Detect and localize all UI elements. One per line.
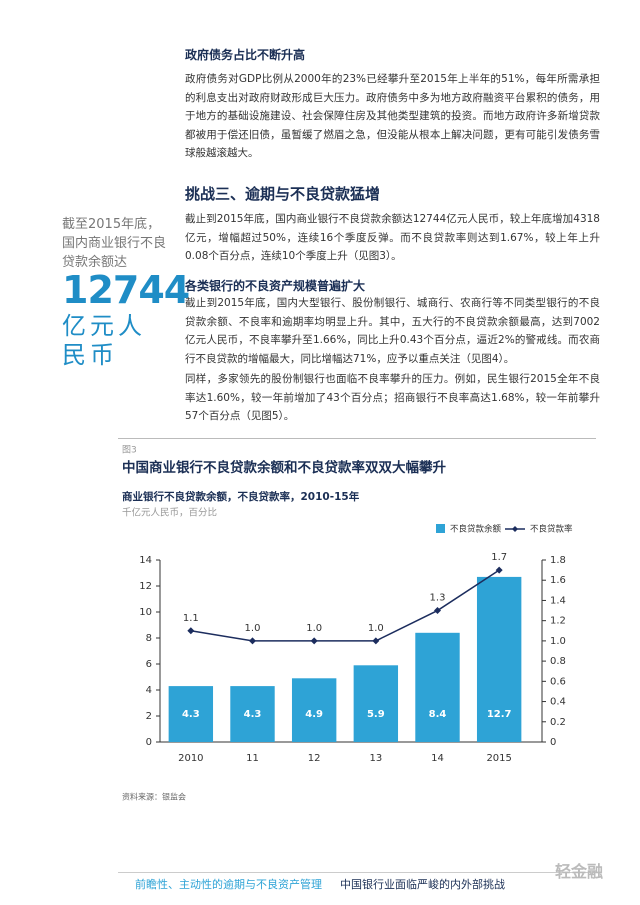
line-label: 1.7 bbox=[491, 552, 507, 563]
paragraph: 截止到2015年底，国内商业银行不良贷款余额达12744亿元人民币，较上年底增加… bbox=[185, 213, 600, 262]
line-marker bbox=[187, 627, 195, 635]
paragraph: 同样，多家领先的股份制银行也面临不良率攀升的压力。例如，民生银行2015全年不良… bbox=[185, 373, 600, 422]
line-marker bbox=[310, 637, 318, 645]
y-tick-label: 8 bbox=[146, 633, 152, 644]
line-marker bbox=[434, 607, 441, 615]
footer-right: 中国银行业面临严峻的内外部挑战 bbox=[340, 878, 505, 891]
sidebar-unit: 亿元人民币 bbox=[62, 312, 146, 369]
bar bbox=[476, 576, 522, 742]
bar-label: 8.4 bbox=[429, 709, 447, 720]
paragraph: 政府债务对GDP比例从2000年的23%已经攀升至2015年上半年的51%，每年… bbox=[185, 73, 600, 159]
source: 资料来源：银监会 bbox=[122, 792, 186, 802]
chart-title: 中国商业银行不良贷款余额和不良贷款率双双大幅攀升 bbox=[122, 459, 446, 476]
x-tick-label: 12 bbox=[308, 753, 321, 764]
line-marker bbox=[495, 566, 503, 574]
line-label: 1.0 bbox=[306, 623, 322, 634]
sidebar-intro: 截至2015年底，国内商业银行不良贷款余额达 bbox=[62, 217, 167, 270]
y-tick-label: 10 bbox=[139, 607, 152, 618]
section-heading: 挑战三、逾期与不良贷款猛增 bbox=[185, 185, 381, 203]
x-tick-label: 11 bbox=[246, 753, 259, 764]
bar-label: 4.3 bbox=[244, 709, 262, 720]
section-heading: 政府债务占比不断升高 bbox=[185, 48, 306, 62]
legend-marker bbox=[512, 526, 518, 532]
legend-swatch bbox=[436, 524, 445, 533]
bar bbox=[168, 686, 214, 742]
subheading: 各类银行的不良资产规模普遍扩大 bbox=[185, 279, 366, 293]
line bbox=[190, 569, 500, 642]
footer-left: 前瞻性、主动性的逾期与不良资产管理 bbox=[135, 878, 322, 891]
bar bbox=[291, 678, 337, 742]
line-label: 1.0 bbox=[368, 623, 384, 634]
bar-label: 4.3 bbox=[182, 709, 200, 720]
x-tick-label: 2010 bbox=[178, 753, 203, 764]
bar-label: 4.9 bbox=[305, 709, 323, 720]
y2-tick-label: 0.2 bbox=[550, 717, 566, 728]
y2-tick-label: 0.4 bbox=[550, 697, 566, 708]
y2-tick-label: 0 bbox=[550, 737, 556, 748]
bar bbox=[415, 632, 460, 742]
bar bbox=[353, 665, 399, 742]
y-tick-label: 14 bbox=[139, 555, 152, 566]
legend-label: 不良贷款率 bbox=[530, 524, 573, 535]
x-tick-label: 14 bbox=[431, 753, 444, 764]
y-tick-label: 2 bbox=[146, 711, 152, 722]
bar-label: 12.7 bbox=[487, 709, 512, 720]
sidebar-number: 12744 bbox=[62, 268, 190, 312]
y2-tick-label: 1.4 bbox=[550, 595, 566, 606]
x-tick-label: 2015 bbox=[486, 753, 511, 764]
y-tick-label: 0 bbox=[146, 737, 152, 748]
bar-label: 5.9 bbox=[367, 709, 385, 720]
bar bbox=[230, 686, 275, 742]
y-tick-label: 12 bbox=[139, 581, 152, 592]
figure-label: 图3 bbox=[122, 445, 137, 456]
y2-tick-label: 0.8 bbox=[550, 656, 566, 667]
y2-tick-label: 0.6 bbox=[550, 676, 566, 687]
chart-units: 千亿元人民币，百分比 bbox=[122, 507, 217, 519]
chart-subtitle: 商业银行不良贷款余额，不良贷款率，2010-15年 bbox=[122, 490, 360, 503]
line-label: 1.1 bbox=[183, 613, 199, 624]
line-marker bbox=[249, 637, 256, 645]
y2-tick-label: 1.6 bbox=[550, 575, 566, 586]
line-marker bbox=[372, 637, 380, 645]
y2-tick-label: 1.8 bbox=[550, 555, 566, 566]
y2-tick-label: 1.0 bbox=[550, 636, 566, 647]
line-label: 1.3 bbox=[430, 593, 446, 604]
watermark: 轻金融 bbox=[555, 862, 604, 881]
y-tick-label: 6 bbox=[146, 659, 152, 670]
divider bbox=[118, 872, 596, 873]
legend-label: 不良贷款余额 bbox=[450, 524, 502, 535]
y-tick-label: 4 bbox=[146, 685, 152, 696]
line-label: 1.0 bbox=[245, 623, 261, 634]
y2-tick-label: 1.2 bbox=[550, 616, 566, 627]
x-tick-label: 13 bbox=[369, 753, 382, 764]
paragraph: 截止到2015年底，国内大型银行、股份制银行、城商行、农商行等不同类型银行的不良… bbox=[185, 297, 600, 365]
divider bbox=[118, 438, 596, 439]
